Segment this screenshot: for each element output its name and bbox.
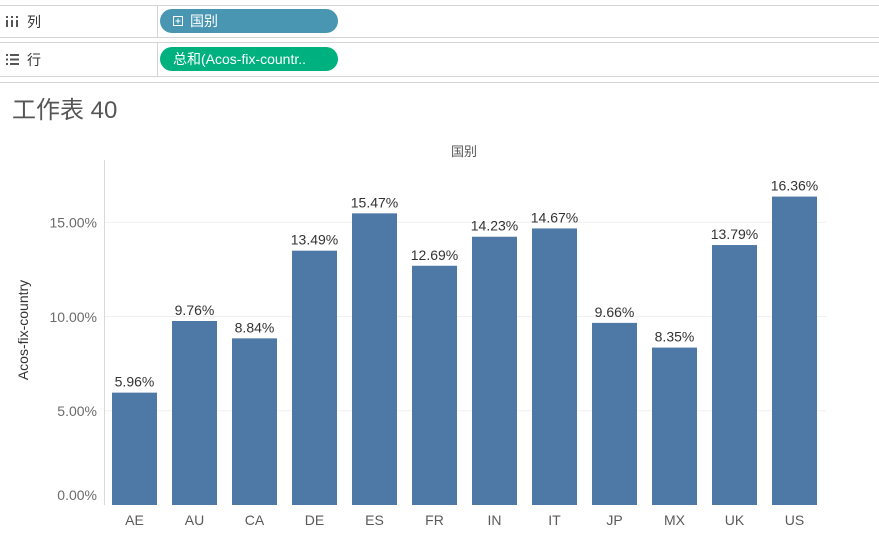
- rows-icon: [6, 54, 19, 65]
- bar-au[interactable]: [172, 321, 217, 505]
- shelf-divider: [0, 82, 879, 83]
- data-label: 14.67%: [531, 209, 578, 225]
- plot-area: 0.00% 5.00% 10.00% 15.00% 5.96% AE 9.76% AU 8.84…: [50, 160, 826, 528]
- bar-us[interactable]: [772, 196, 817, 505]
- x-tick-label: AU: [185, 512, 204, 528]
- y-tick-label: 15.00%: [50, 215, 97, 231]
- data-label: 8.84%: [235, 319, 275, 335]
- data-label: 14.23%: [471, 218, 518, 234]
- data-label: 5.96%: [115, 374, 155, 390]
- x-tick-label: IN: [488, 512, 502, 528]
- x-axis-header: 国别: [451, 144, 477, 159]
- rows-shelf: 行 总和(Acos-fix-countr..: [0, 42, 879, 77]
- bar-uk[interactable]: [712, 245, 757, 505]
- x-tick-label: FR: [425, 512, 444, 528]
- data-label: 8.35%: [655, 329, 695, 345]
- data-label: 9.76%: [175, 302, 215, 318]
- columns-shelf-title: 列: [27, 13, 41, 30]
- columns-drop-area[interactable]: 国别: [158, 6, 879, 37]
- bar-fr[interactable]: [412, 265, 457, 505]
- data-label: 13.79%: [711, 226, 758, 242]
- y-tick-label: 10.00%: [50, 309, 97, 325]
- y-tick-label: 5.00%: [57, 403, 97, 419]
- columns-shelf-label: 列: [0, 6, 158, 37]
- bar-it[interactable]: [532, 228, 577, 505]
- x-tick-label: AE: [125, 512, 144, 528]
- x-tick-label: DE: [305, 512, 324, 528]
- rows-shelf-title: 行: [27, 51, 41, 68]
- country-pill[interactable]: 国别: [160, 9, 338, 33]
- y-tick-label: 0.00%: [57, 487, 97, 503]
- sheet-title: 工作表 40: [12, 97, 118, 124]
- bar-in[interactable]: [472, 236, 517, 506]
- bar-ae[interactable]: [112, 392, 157, 505]
- bar-chart: 国别 Acos-fix-country 0.00% 5.00% 10.00% 15.0…: [15, 144, 826, 528]
- y-axis-title: Acos-fix-country: [15, 280, 31, 380]
- x-tick-label: UK: [725, 512, 745, 528]
- x-tick-label: ES: [365, 512, 384, 528]
- bar-jp[interactable]: [592, 322, 637, 505]
- data-label: 9.66%: [595, 304, 635, 320]
- bar-es[interactable]: [352, 213, 397, 505]
- x-tick-label: CA: [245, 512, 265, 528]
- bar-ca[interactable]: [232, 338, 277, 505]
- rows-shelf-label: 行: [0, 43, 158, 76]
- x-tick-label: MX: [664, 512, 686, 528]
- data-label: 15.47%: [351, 194, 398, 210]
- rows-drop-area[interactable]: 总和(Acos-fix-countr..: [158, 43, 879, 76]
- data-label: 16.36%: [771, 178, 818, 194]
- x-tick-label: IT: [548, 512, 561, 528]
- x-tick-label: JP: [606, 512, 622, 528]
- x-tick-label: US: [785, 512, 804, 528]
- bar-mx[interactable]: [652, 347, 697, 505]
- data-label: 12.69%: [411, 247, 458, 263]
- expand-icon[interactable]: [173, 16, 183, 26]
- columns-icon: [6, 16, 19, 27]
- bar-de[interactable]: [292, 250, 337, 505]
- measure-pill[interactable]: 总和(Acos-fix-countr..: [160, 47, 338, 71]
- country-pill-label: 国别: [190, 13, 218, 29]
- columns-shelf: 列 国别: [0, 5, 879, 38]
- data-label: 13.49%: [291, 232, 338, 248]
- measure-pill-label: 总和(Acos-fix-countr..: [173, 51, 307, 67]
